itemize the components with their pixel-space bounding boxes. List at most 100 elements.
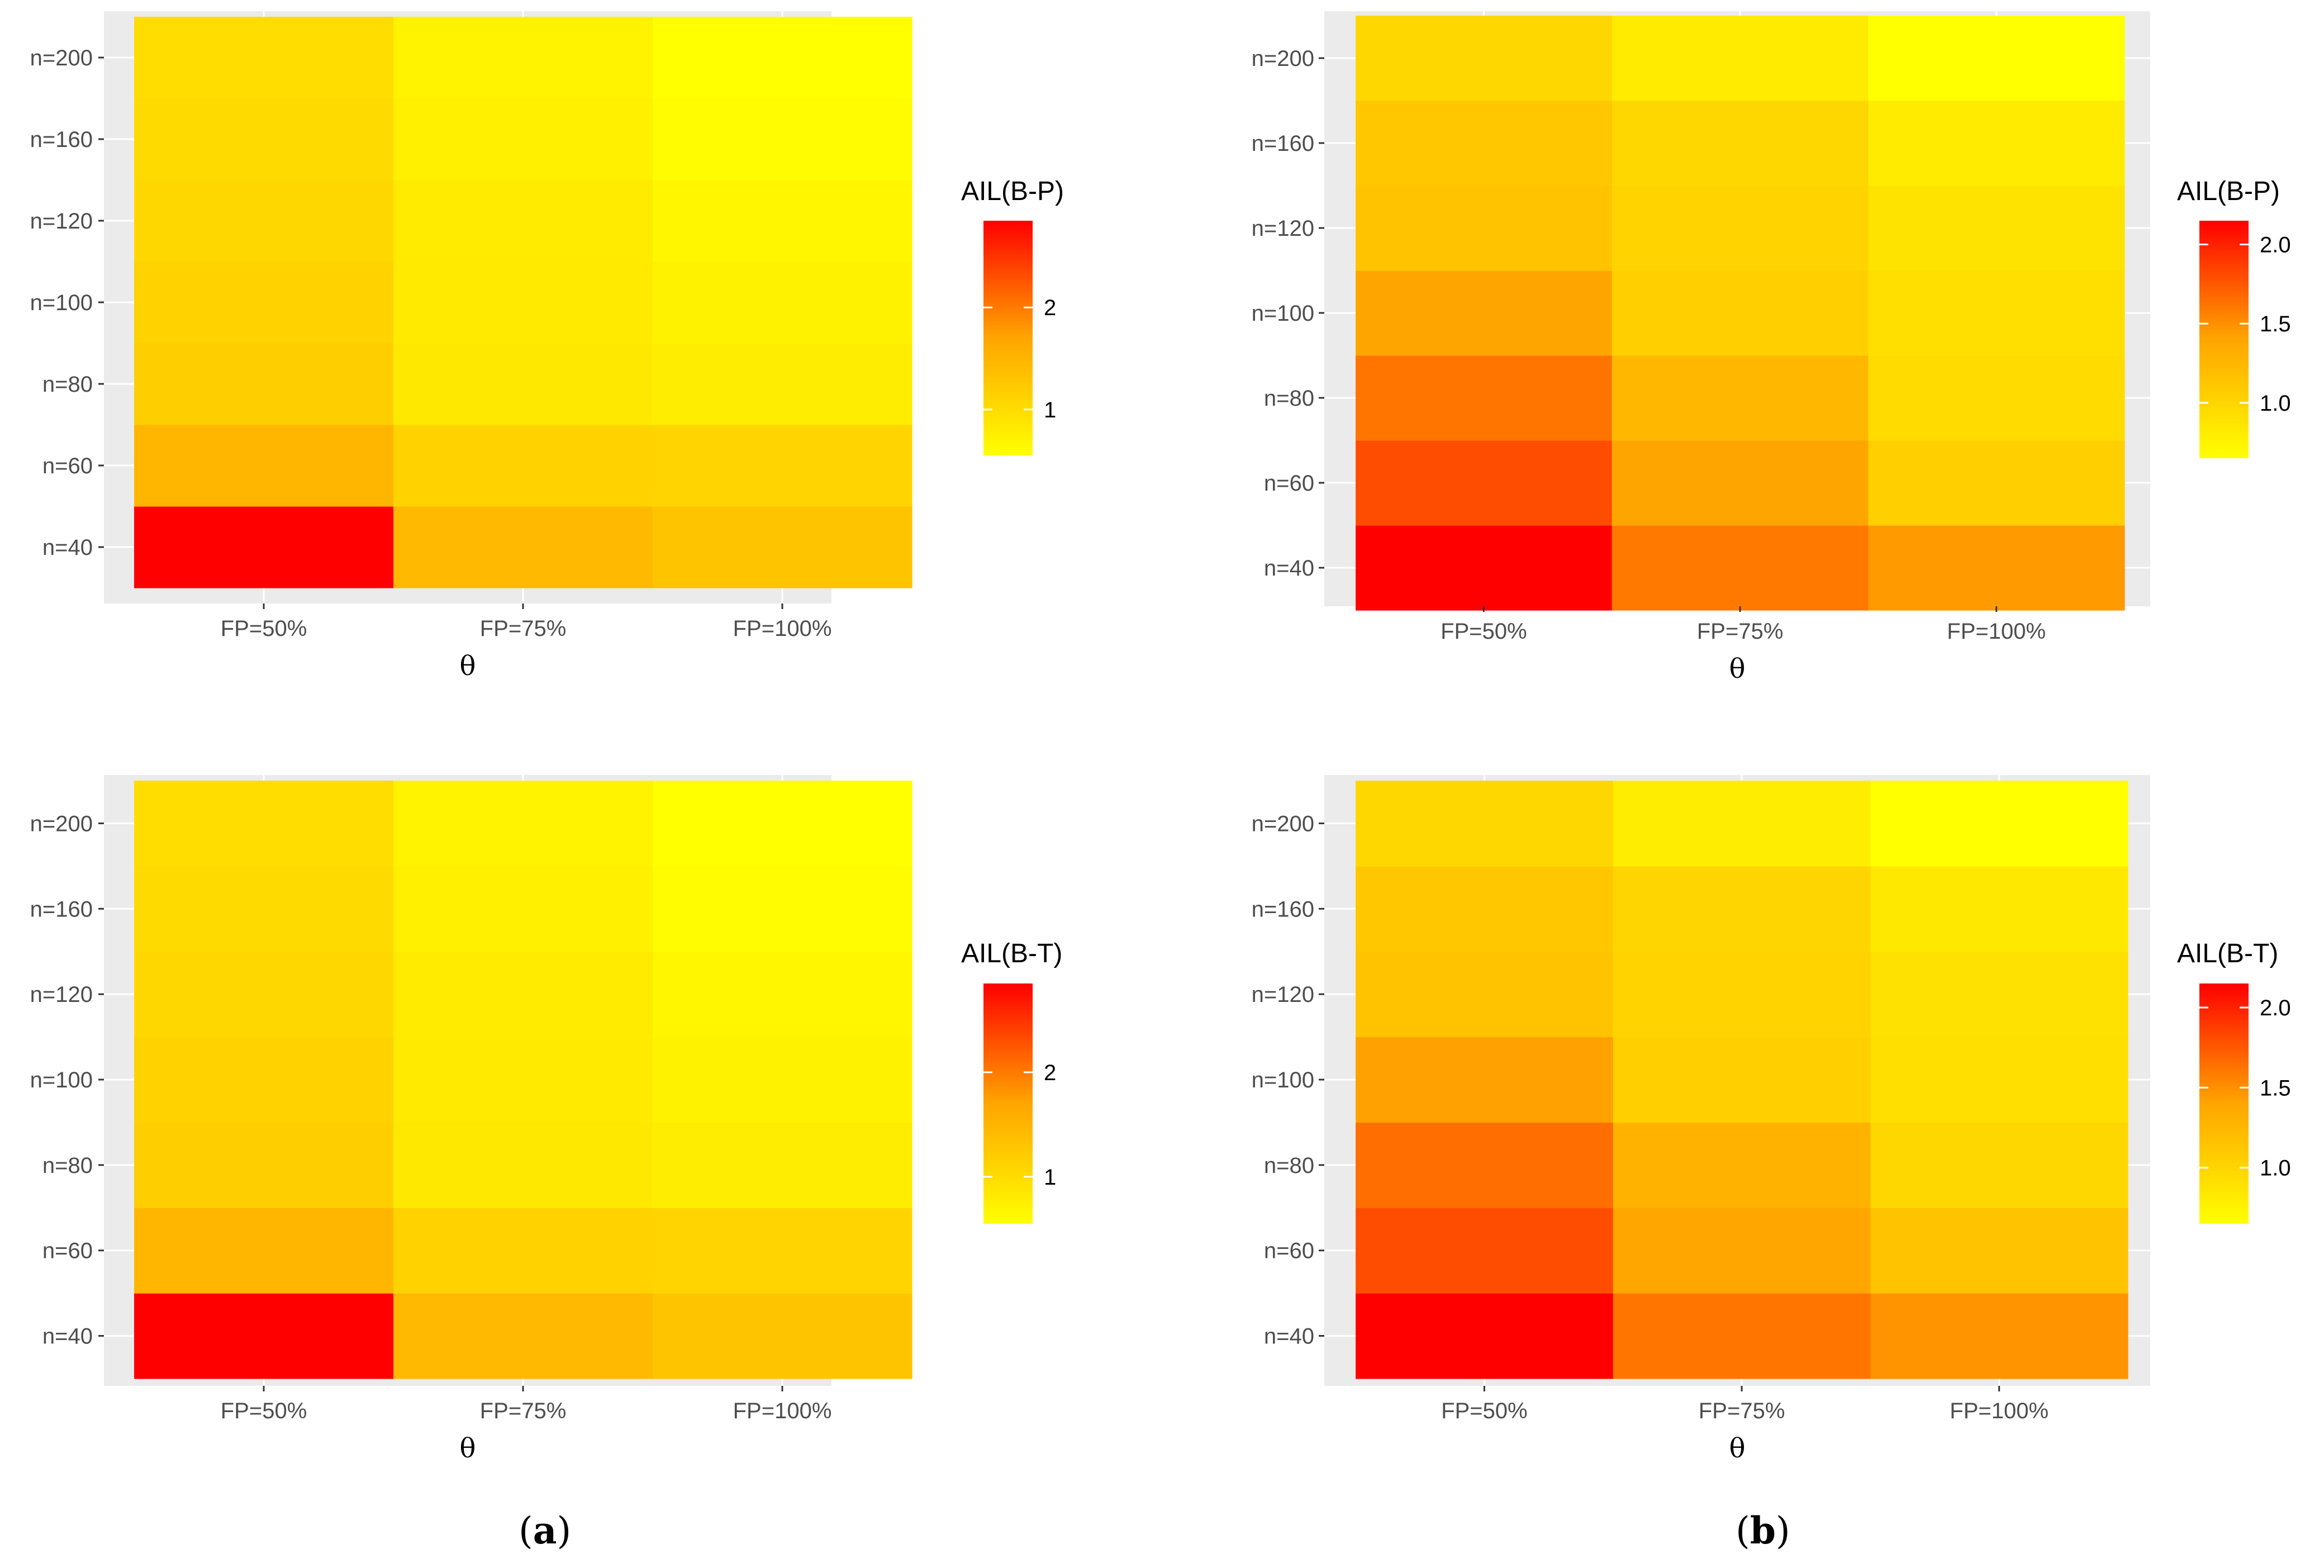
heatmap-tile [1613, 951, 1871, 1038]
x-tick-label: FP=100% [1950, 1399, 2049, 1423]
heatmap-tile [393, 425, 653, 507]
x-tick-label: FP=50% [221, 616, 307, 641]
y-tick-label: n=60 [1264, 471, 1314, 496]
y-tick-label: n=80 [1264, 1153, 1314, 1178]
heatmap-tile [393, 98, 653, 180]
heatmap-tile [393, 1122, 653, 1208]
legend-tick-label: 2 [1044, 296, 1056, 320]
heatmap-tile [393, 781, 653, 867]
y-tick-label: n=80 [1264, 386, 1314, 411]
x-axis-title: θ [460, 1433, 476, 1464]
heatmap-tile [653, 17, 913, 99]
heatmap-tile [134, 1208, 394, 1294]
heatmap-tile [1356, 1208, 1614, 1294]
heatmap-tile [1870, 951, 2128, 1038]
heatmap-tile [134, 781, 394, 867]
heatmap-tile [1356, 951, 1614, 1038]
y-tick-label: n=100 [1252, 1068, 1314, 1092]
heatmap-tile [134, 17, 394, 99]
x-tick-label: FP=50% [221, 1399, 307, 1423]
heatmap-tile [653, 951, 913, 1038]
heatmap-tile [1868, 101, 2125, 186]
y-tick-label: n=160 [1252, 131, 1314, 156]
legend-title: AIL(B-P) [2177, 177, 2280, 206]
heatmap-tile [134, 180, 394, 262]
heatmap-tile [1356, 16, 1613, 101]
heatmap-tile [1356, 186, 1613, 271]
y-tick-label: n=200 [30, 811, 93, 836]
y-tick-label: n=200 [1252, 46, 1314, 71]
y-tick-label: n=120 [1252, 216, 1314, 241]
heatmap-tile [1356, 1037, 1614, 1123]
y-tick-label: n=120 [1252, 982, 1314, 1007]
heatmap-tile [1356, 440, 1613, 526]
legend-tick-label: 1.0 [2260, 391, 2291, 416]
heatmap-tile [134, 506, 394, 588]
x-tick-label: FP=100% [1947, 619, 2046, 644]
heatmap-tile [134, 262, 394, 344]
heatmap-tile [653, 98, 913, 180]
heatmap-tile [1870, 1293, 2128, 1379]
legend-tick-label: 1 [1044, 398, 1056, 422]
heatmap-tile [1613, 781, 1871, 867]
heatmap-tile [1612, 270, 1869, 356]
legend-tick-label: 2.0 [2260, 233, 2291, 258]
x-tick-label: FP=50% [1441, 619, 1527, 644]
legend-tick-label: 1.5 [2260, 1076, 2291, 1100]
panel-letter-b: b [1750, 1509, 1776, 1552]
heatmap-tile [1612, 16, 1869, 101]
y-tick-label: n=40 [1264, 1324, 1314, 1349]
heatmap-tile [653, 262, 913, 344]
heatmap-tile [393, 1293, 653, 1379]
heatmap-tile [1356, 270, 1613, 356]
heatmap-tile [1870, 1037, 2128, 1123]
heatmap-tile [1868, 440, 2125, 526]
legend-colorbar [2199, 221, 2249, 458]
y-tick-label: n=200 [30, 46, 93, 70]
heatmap-tile [1356, 101, 1613, 186]
heatmap-tile [1356, 1122, 1614, 1208]
heatmap-tile [393, 180, 653, 262]
y-tick-label: n=60 [42, 454, 93, 478]
y-tick-label: n=120 [30, 982, 93, 1007]
y-tick-label: n=60 [1264, 1239, 1314, 1263]
x-tick-label: FP=100% [733, 1399, 832, 1423]
heatmap-tile [1612, 186, 1869, 271]
legend-tick-label: 1.0 [2260, 1156, 2291, 1181]
y-tick-label: n=200 [1252, 811, 1314, 836]
heatmap-tile [393, 506, 653, 588]
y-tick-label: n=40 [1264, 556, 1314, 581]
heatmap-tile [134, 425, 394, 507]
heatmap-panel-bottom-right: n=40 n=60 n=80 n=100 n=120 n=160 n=200 FP=50% FP… [1252, 775, 2291, 1464]
y-tick-label: n=120 [30, 209, 93, 234]
heatmap-tile [393, 343, 653, 425]
heatmap-tile [653, 781, 913, 867]
x-tick-label: FP=75% [1697, 619, 1784, 644]
heatmap-tile [134, 1122, 394, 1208]
y-tick-label: n=60 [42, 1239, 93, 1263]
panel-label-a: (a) [519, 1509, 572, 1552]
x-tick-label: FP=75% [480, 616, 567, 641]
legend-title: AIL(B-T) [961, 939, 1062, 968]
heatmap-tile [653, 1208, 913, 1294]
heatmap-tile [134, 98, 394, 180]
heatmap-tile [1868, 16, 2125, 101]
heatmap-tile [653, 1293, 913, 1379]
heatmap-tile [1356, 525, 1613, 611]
y-tick-label: n=40 [42, 535, 93, 560]
heatmap-tile [653, 506, 913, 588]
legend-colorbar [983, 983, 1033, 1224]
heatmap-tile [393, 262, 653, 344]
y-tick-label: n=100 [1252, 301, 1314, 326]
heatmap-tile [1356, 781, 1614, 867]
heatmap-tile [1870, 1122, 2128, 1208]
heatmap-tile [1868, 525, 2125, 611]
y-tick-label: n=100 [30, 291, 93, 315]
legend-title: AIL(B-T) [2177, 939, 2278, 968]
x-tick-label: FP=75% [1699, 1399, 1785, 1423]
heatmap-tile [134, 1293, 394, 1379]
legend-tick-label: 1 [1044, 1165, 1056, 1190]
heatmap-tile [1612, 355, 1869, 441]
x-axis-title: θ [1729, 1433, 1746, 1464]
heatmap-tile [1870, 781, 2128, 867]
